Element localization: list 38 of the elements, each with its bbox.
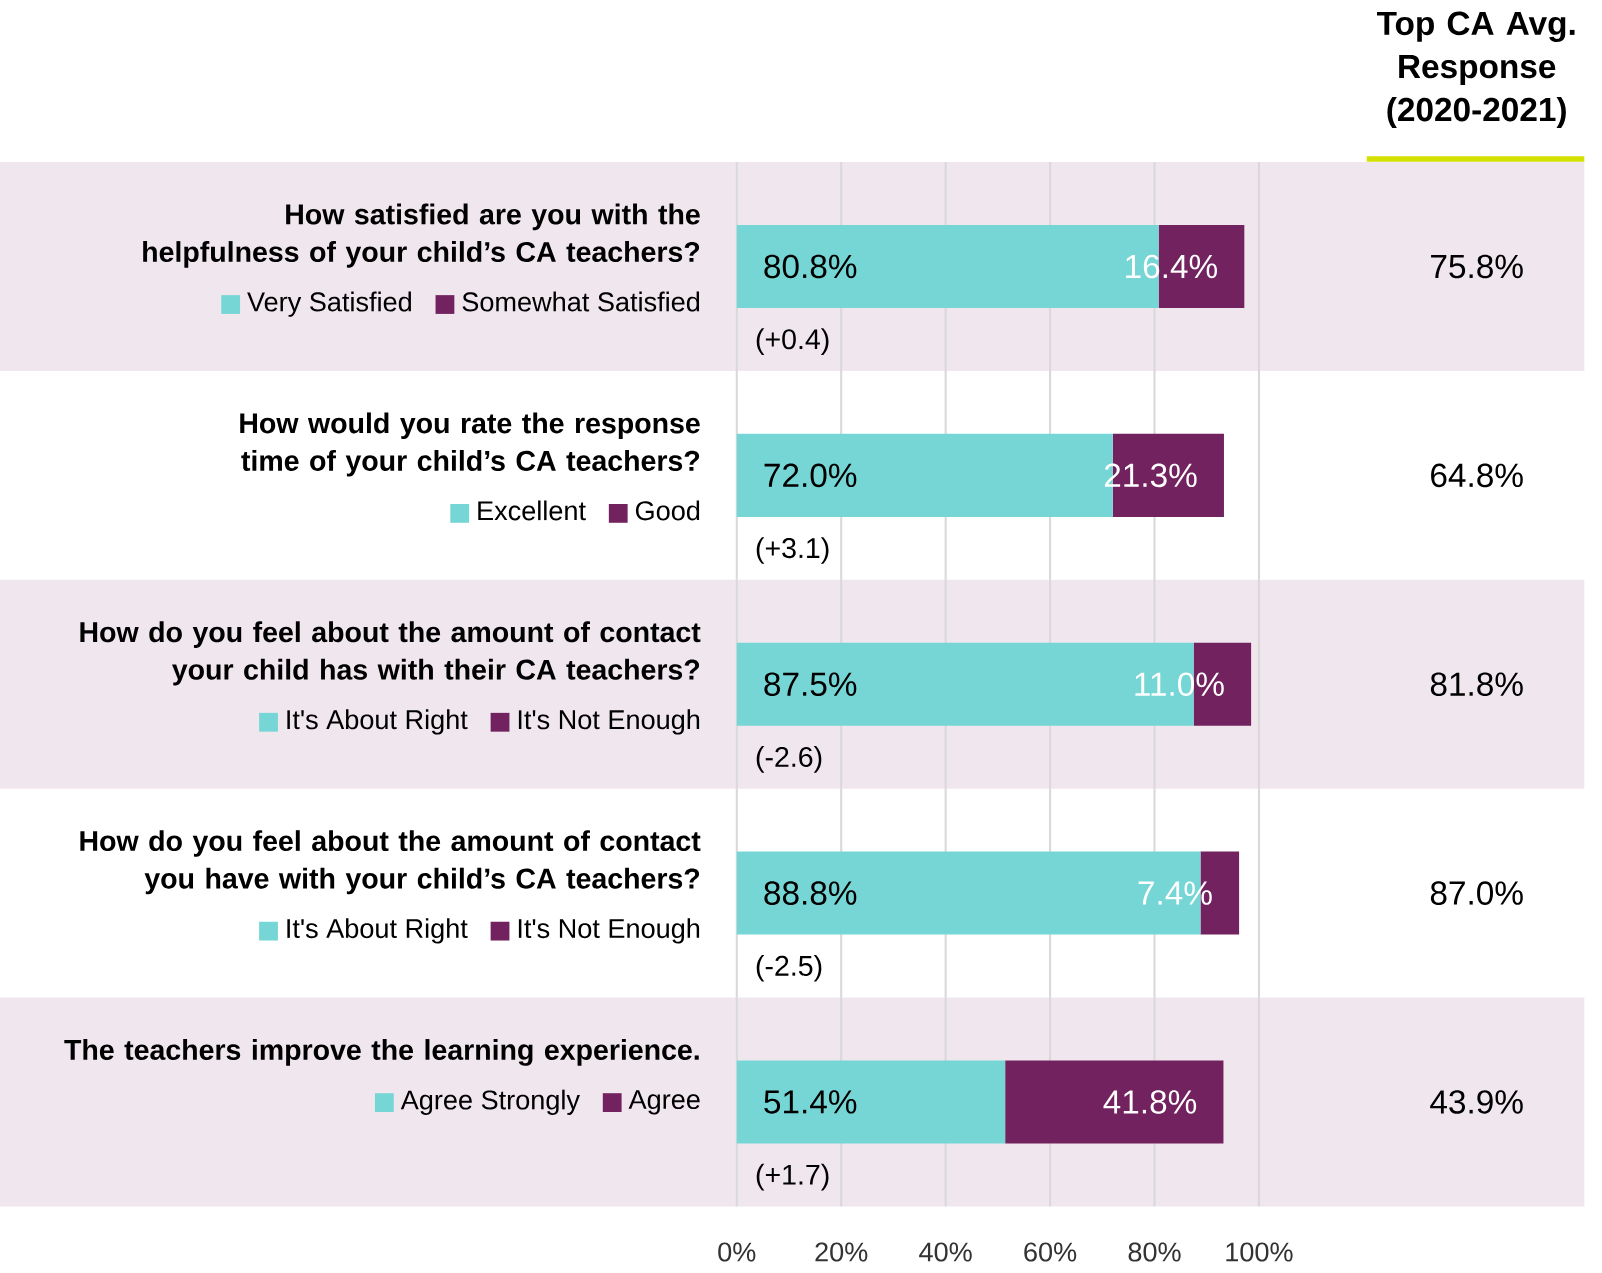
- data-label: 51.4%: [764, 1090, 857, 1114]
- text: 43.9%: [1430, 1090, 1523, 1114]
- text: Top CA Avg. Response (2020-2021): [1376, 11, 1575, 128]
- y-tick-label: How satisfied are you with the helpfulness of your child’s CA teachers?: [143, 203, 700, 268]
- data-label: 41.8%: [1103, 1090, 1197, 1114]
- text: 87.0%: [1430, 881, 1523, 905]
- text: 75.8%: [1431, 254, 1523, 279]
- legend-label: It's Not Enough: [518, 709, 700, 735]
- annotation: (+3.1): [756, 537, 829, 564]
- y-tick-label: How do you feel about the amount of contact you have with your child’s CA teachers?: [80, 830, 701, 895]
- data-label: 80.8%: [764, 254, 857, 279]
- legend-label: It's About Right: [287, 918, 468, 944]
- x-tick-label: 40%: [919, 1242, 972, 1262]
- legend-label: It's About Right: [287, 709, 468, 735]
- legend-label: Very Satisfied: [247, 291, 411, 317]
- text: 64.8%: [1431, 463, 1523, 488]
- data-label: 88.8%: [764, 881, 857, 905]
- y-tick-label: How do you feel about the amount of contact your child has with their CA teachers?: [80, 621, 701, 686]
- annotation: (+0.4): [756, 328, 829, 355]
- x-tick-label: 20%: [815, 1242, 868, 1262]
- x-tick-label: 60%: [1024, 1242, 1077, 1262]
- annotation: (-2.5): [756, 954, 822, 982]
- x-tick-label: 100%: [1226, 1242, 1293, 1262]
- legend-label: Agree: [628, 1090, 700, 1115]
- x-tick-label: 0%: [718, 1242, 756, 1262]
- legend-label: Agree Strongly: [400, 1089, 580, 1115]
- y-tick-label: How would you rate the response time of your child’s CA teachers?: [240, 412, 700, 477]
- x-tick-label: 80%: [1128, 1242, 1181, 1262]
- text: 81.8%: [1430, 672, 1523, 696]
- legend-label: It's Not Enough: [518, 918, 700, 944]
- y-tick-label: The teachers improve the learning experience.: [64, 1038, 699, 1066]
- legend-label: Good: [635, 500, 700, 521]
- data-label: 72.0%: [764, 463, 857, 488]
- legend-label: Somewhat Satisfied: [462, 291, 700, 312]
- data-label: 87.5%: [764, 672, 857, 696]
- annotation: (-2.6): [756, 746, 822, 773]
- annotation: (+1.7): [756, 1163, 829, 1191]
- legend-label: Excellent: [478, 500, 586, 521]
